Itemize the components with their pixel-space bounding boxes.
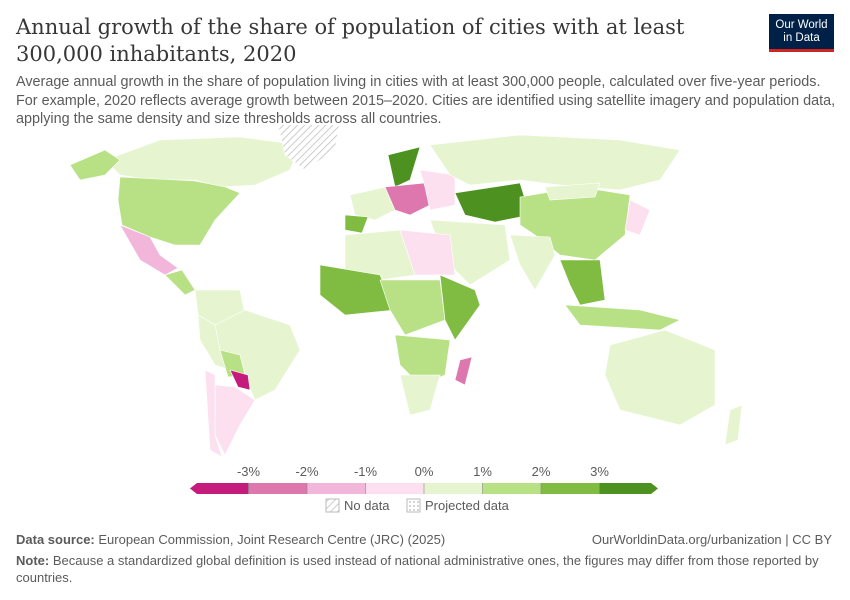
data-source: Data source: European Commission, Joint … [16,532,445,547]
footnote: Note: Because a standardized global defi… [16,552,826,586]
world-map[interactable] [0,125,850,465]
legend-tick-label: -1% [354,464,378,479]
legend-bin-5 [482,483,541,494]
projected-data-label: Projected data [425,498,510,513]
source-url[interactable]: OurWorldinData.org/urbanization | CC BY [591,532,832,547]
no-data-swatch [325,498,340,513]
country-indonesia[interactable] [564,304,681,331]
source-label: Data source: [16,532,95,547]
legend-tick-label: -3% [237,464,261,479]
country-east-africa[interactable] [439,274,481,341]
legend-bin-1 [248,483,307,494]
country-alaska[interactable] [69,149,121,181]
country-chile[interactable] [204,369,223,458]
country-madagascar[interactable] [454,356,473,386]
country-mongolia[interactable] [544,182,601,201]
country-southeast-asia[interactable] [559,259,606,306]
legend-tick-label: 1% [473,464,492,479]
country-new-zealand[interactable] [724,404,743,446]
country-argentina[interactable] [214,384,256,456]
source-text: European Commission, Joint Research Cent… [98,532,446,547]
country-central-africa[interactable] [379,279,446,336]
country-kazakhstan[interactable] [454,182,531,223]
country-australia[interactable] [604,329,716,426]
legend-bin-4 [424,483,483,494]
country-spain[interactable] [344,214,369,234]
note-label: Note: [16,553,50,568]
logo-line-1: Our World [775,19,828,31]
note-text: Because a standardized global definition… [16,553,819,585]
logo-line-2: in Data [783,32,820,44]
projected-data-swatch [406,498,421,513]
country-greenland[interactable] [277,125,340,171]
legend-bin-3 [365,483,424,494]
country-russia[interactable] [429,134,681,191]
owid-logo[interactable]: Our World in Data [769,14,834,52]
country-india[interactable] [509,234,556,291]
legend-bin-2 [307,483,366,494]
chart-subtitle: Average annual growth in the share of po… [16,74,836,127]
legend-tick-label: 2% [532,464,551,479]
legend-bin-7 [599,483,658,494]
country-south-africa[interactable] [399,374,441,416]
country-central-america[interactable] [164,269,196,296]
legend-tick-label: 0% [415,464,434,479]
country-libya-egypt[interactable] [399,229,456,276]
country-usa[interactable] [117,176,241,246]
country-north-africa[interactable] [344,229,416,281]
country-paraguay[interactable] [229,369,251,391]
legend-tick-label: -2% [295,464,319,479]
country-japan[interactable] [624,199,651,236]
no-data-label: No data [344,498,390,513]
country-west-africa[interactable] [319,264,396,316]
chart-title: Annual growth of the share of population… [16,15,685,66]
legend-bin-0 [190,483,249,494]
country-mexico[interactable] [119,224,179,276]
country-western-europe[interactable] [349,186,396,221]
legend-bin-6 [541,483,600,494]
country-scandinavia[interactable] [387,146,421,188]
legend-tick-label: 3% [590,464,609,479]
